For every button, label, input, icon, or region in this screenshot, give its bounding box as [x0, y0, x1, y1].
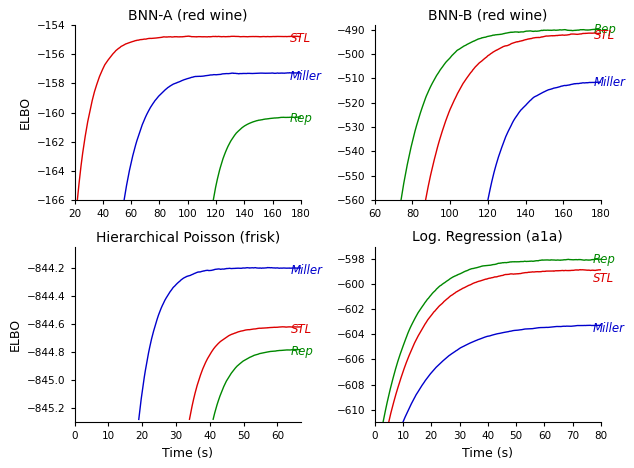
Text: Miller: Miller	[291, 264, 323, 277]
Text: Rep: Rep	[593, 253, 616, 266]
Text: STL: STL	[290, 31, 311, 44]
X-axis label: Time (s): Time (s)	[162, 446, 213, 460]
Text: Rep: Rep	[290, 112, 313, 125]
Title: BNN-A (red wine): BNN-A (red wine)	[128, 8, 247, 22]
Text: Rep: Rep	[593, 23, 616, 36]
Text: STL: STL	[593, 271, 614, 285]
Text: Miller: Miller	[593, 76, 626, 88]
Text: STL: STL	[291, 323, 312, 336]
Y-axis label: ELBO: ELBO	[18, 96, 31, 129]
Text: Miller: Miller	[290, 70, 321, 82]
Title: BNN-B (red wine): BNN-B (red wine)	[428, 8, 548, 22]
X-axis label: Time (s): Time (s)	[462, 446, 514, 460]
Text: STL: STL	[593, 29, 615, 42]
Y-axis label: ELBO: ELBO	[8, 318, 22, 351]
Text: Rep: Rep	[291, 345, 314, 358]
Title: Log. Regression (a1a): Log. Regression (a1a)	[413, 230, 563, 244]
Title: Hierarchical Poisson (frisk): Hierarchical Poisson (frisk)	[96, 230, 280, 244]
Text: Miller: Miller	[593, 322, 624, 335]
